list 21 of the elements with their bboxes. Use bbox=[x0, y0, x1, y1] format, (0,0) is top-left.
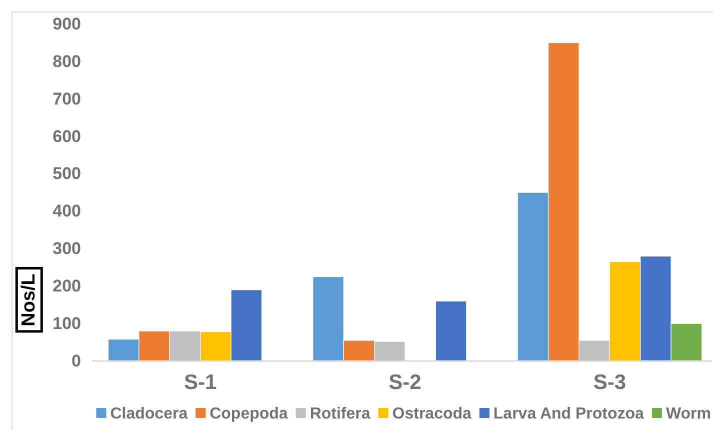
x-tick-label: S-2 bbox=[388, 371, 422, 394]
legend-label: Copepoda bbox=[210, 406, 288, 423]
y-tick-label: 600 bbox=[52, 126, 81, 146]
x-tick-label: S-3 bbox=[593, 371, 626, 394]
y-tick-label: 0 bbox=[72, 351, 81, 370]
legend-label: Worm bbox=[666, 406, 711, 423]
legend-label: Ostracoda bbox=[392, 406, 472, 423]
y-axis-title: Nos/L bbox=[18, 273, 40, 326]
legend-label: Rotifera bbox=[310, 406, 370, 423]
legend-label: Larva And Protozoa bbox=[493, 406, 644, 423]
x-tick-label: S-1 bbox=[184, 371, 217, 394]
y-tick-label: 500 bbox=[52, 164, 81, 184]
y-tick-label: 300 bbox=[52, 239, 81, 258]
bar bbox=[435, 300, 467, 362]
legend-label: Cladocera bbox=[110, 406, 188, 423]
y-tick-label: 100 bbox=[52, 314, 81, 333]
y-tick-label: 400 bbox=[52, 202, 81, 221]
y-tick-label: 800 bbox=[52, 52, 81, 71]
y-tick-label: 700 bbox=[52, 89, 81, 108]
y-tick-label: 900 bbox=[52, 14, 81, 34]
y-tick-label: 200 bbox=[52, 276, 81, 296]
